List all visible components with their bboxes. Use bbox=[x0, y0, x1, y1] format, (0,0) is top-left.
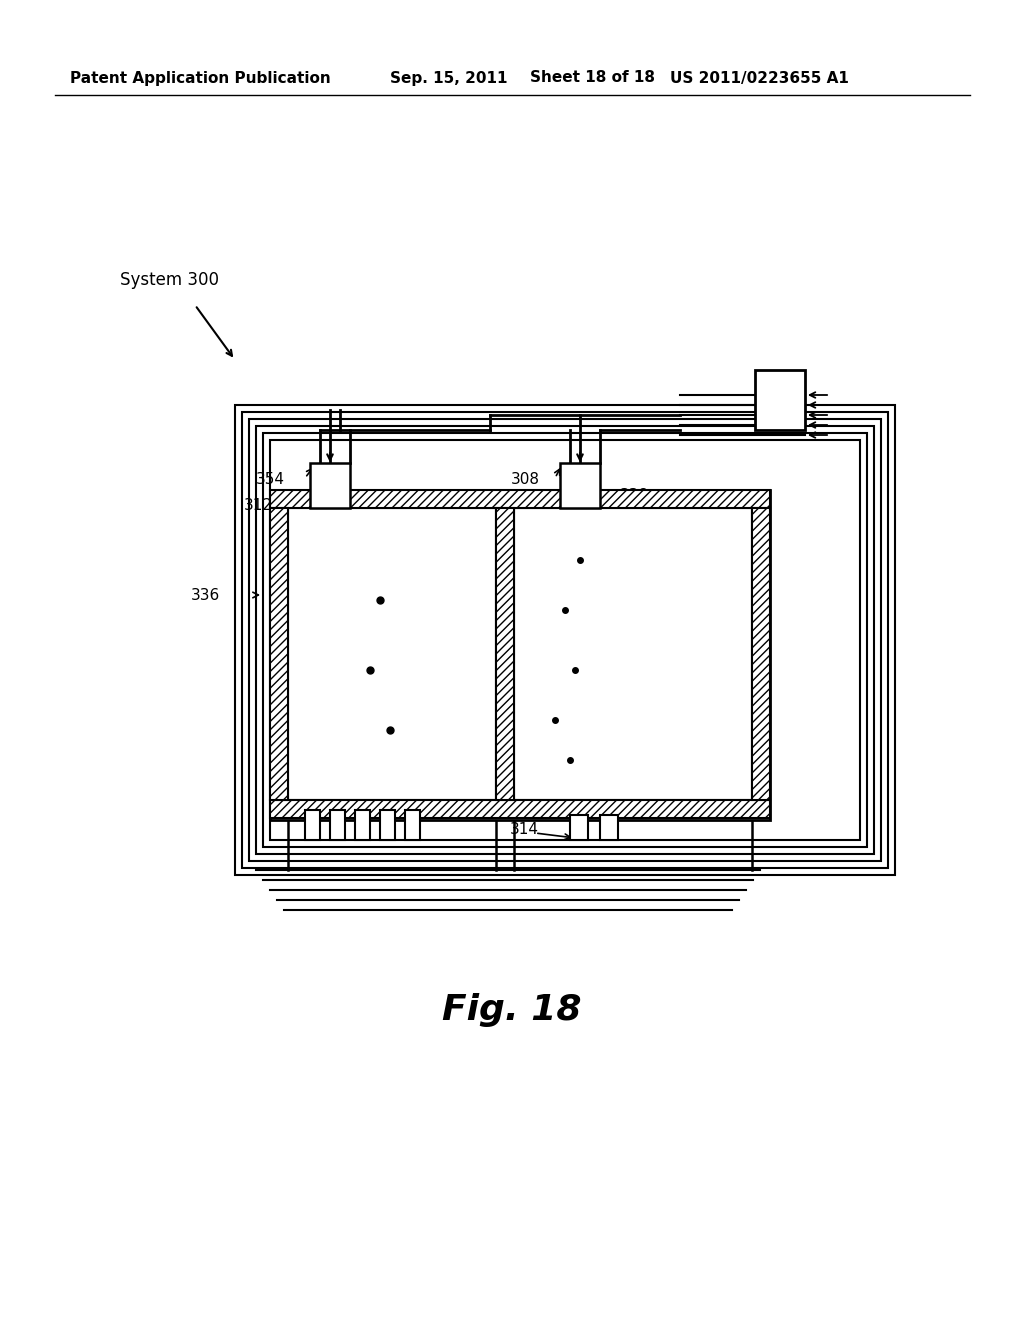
Text: 314: 314 bbox=[510, 822, 539, 837]
Text: 318: 318 bbox=[602, 639, 631, 655]
Text: 302: 302 bbox=[610, 548, 639, 562]
Bar bbox=[600, 814, 618, 840]
Bar bbox=[270, 440, 860, 840]
Text: System 300: System 300 bbox=[120, 271, 219, 289]
Text: 302: 302 bbox=[360, 607, 389, 623]
Bar bbox=[310, 463, 350, 508]
Bar bbox=[496, 508, 514, 800]
Bar bbox=[249, 418, 881, 861]
Bar bbox=[270, 508, 288, 800]
Text: 338: 338 bbox=[620, 487, 649, 503]
Bar bbox=[256, 426, 874, 854]
Bar bbox=[380, 810, 395, 840]
Bar bbox=[330, 810, 345, 840]
Bar bbox=[270, 490, 770, 820]
Text: 312: 312 bbox=[244, 498, 273, 512]
Text: US 2011/0223655 A1: US 2011/0223655 A1 bbox=[670, 70, 849, 86]
Bar bbox=[270, 800, 770, 818]
Bar bbox=[305, 810, 319, 840]
Text: 364: 364 bbox=[319, 548, 349, 562]
Text: 354: 354 bbox=[256, 473, 285, 487]
Text: Patent Application Publication: Patent Application Publication bbox=[70, 70, 331, 86]
Bar bbox=[355, 810, 370, 840]
Bar bbox=[242, 412, 888, 869]
Bar bbox=[288, 508, 496, 800]
Bar bbox=[752, 508, 770, 800]
Bar bbox=[406, 810, 420, 840]
Text: 336: 336 bbox=[190, 587, 220, 602]
Text: Sep. 15, 2011: Sep. 15, 2011 bbox=[390, 70, 508, 86]
Text: 342: 342 bbox=[607, 733, 636, 747]
Text: Fig. 18: Fig. 18 bbox=[442, 993, 582, 1027]
Bar bbox=[570, 814, 588, 840]
Text: Sheet 18 of 18: Sheet 18 of 18 bbox=[530, 70, 655, 86]
Text: 310: 310 bbox=[527, 545, 556, 561]
Bar bbox=[234, 405, 895, 875]
Text: 322: 322 bbox=[755, 388, 784, 403]
Text: 308: 308 bbox=[511, 473, 540, 487]
Bar bbox=[263, 433, 867, 847]
Text: 362: 362 bbox=[370, 785, 399, 800]
Bar bbox=[755, 370, 805, 430]
Bar bbox=[560, 463, 600, 508]
Bar bbox=[514, 508, 752, 800]
Bar bbox=[270, 490, 770, 508]
